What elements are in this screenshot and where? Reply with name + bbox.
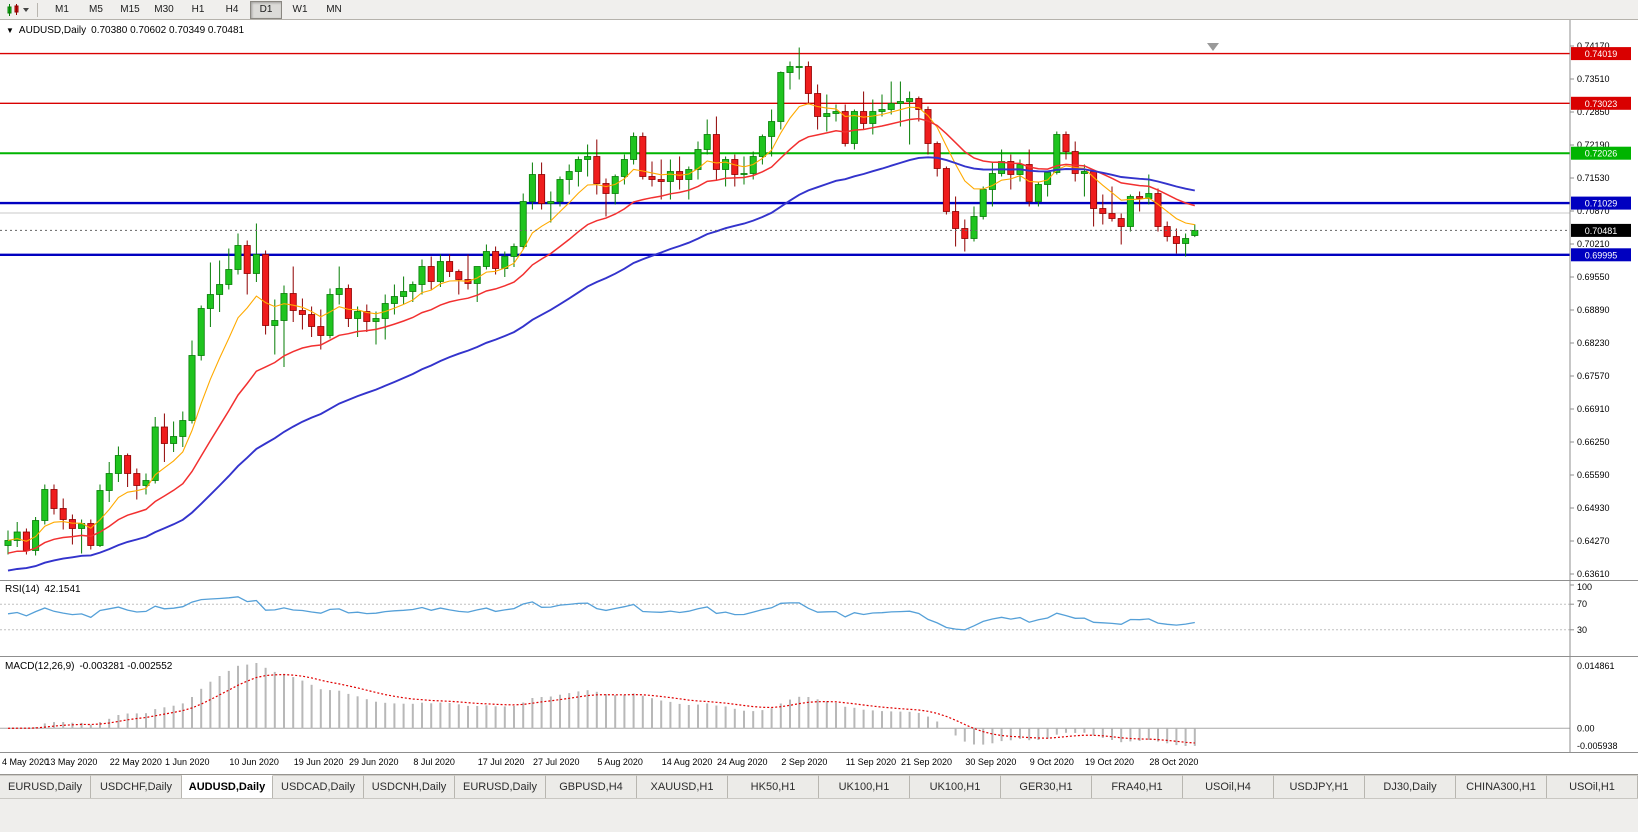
date-axis-label: 9 Oct 2020 [1029,757,1074,767]
macd-indicator-values: -0.003281 -0.002552 [79,661,173,672]
date-axis-label: 1 Jun 2020 [165,757,210,767]
svg-text:0.70210: 0.70210 [1577,239,1610,249]
rsi-indicator-name: RSI(14) [5,584,40,595]
candlestick-chart-icon [7,3,19,16]
chart-tab-china300-h1[interactable]: CHINA300,H1 [1456,775,1547,798]
toolbar: M1 M5 M15 M30 H1 H4 D1 W1 MN [0,0,1638,20]
chart-tab-uk100-h1[interactable]: UK100,H1 [910,775,1001,798]
chart-tab-eurusd-daily[interactable]: EURUSD,Daily [455,775,546,798]
svg-text:0.65590: 0.65590 [1577,470,1610,480]
timeframe-button-h1[interactable]: H1 [191,3,205,15]
date-axis-label: 5 Aug 2020 [597,757,643,767]
date-axis-label: 24 Aug 2020 [717,757,768,767]
date-axis-label: 10 Jun 2020 [229,757,279,767]
svg-text:0.74170: 0.74170 [1577,41,1610,51]
timeframe-buttons: M1 M5 M15 M30 H1 H4 D1 W1 MN [43,0,353,19]
svg-text:0.66910: 0.66910 [1577,404,1610,414]
svg-text:0.73510: 0.73510 [1577,74,1610,84]
svg-text:0.71530: 0.71530 [1577,173,1610,183]
date-axis-label: 22 May 2020 [109,757,162,767]
chart-type-button[interactable] [4,3,32,16]
svg-text:0.69550: 0.69550 [1577,272,1610,282]
chart-tab-dj30-daily[interactable]: DJ30,Daily [1365,775,1456,798]
timeframe-button-m1[interactable]: M1 [55,3,69,15]
main-price-chart[interactable]: 0.74170 0.73510 0.72850 0.72190 0.71530 0.708… [0,20,1638,580]
svg-text:0.68890: 0.68890 [1577,305,1610,315]
svg-text:0.72850: 0.72850 [1577,107,1610,117]
timeframe-button-d1[interactable]: D1 [250,0,282,19]
date-axis-label: 4 May 2020 [2,757,50,767]
status-strip [0,798,1638,832]
date-axis-label: 13 May 2020 [45,757,98,767]
chart-tab-usdcnh-daily[interactable]: USDCNH,Daily [364,775,455,798]
chart-tab-ger30-h1[interactable]: GER30,H1 [1001,775,1092,798]
chart-tab-fra40-h1[interactable]: FRA40,H1 [1092,775,1183,798]
svg-text:30: 30 [1577,625,1587,635]
svg-text:0.70481: 0.70481 [1585,226,1618,236]
chart-tab-uk100-h1[interactable]: UK100,H1 [819,775,910,798]
symbol-dropdown-icon[interactable]: ▼ [6,25,14,35]
chart-symbol-label: AUDUSD,Daily [18,25,87,36]
date-axis-label: 8 Jul 2020 [413,757,455,767]
date-axis-label: 29 Jun 2020 [349,757,399,767]
svg-text:0.72026: 0.72026 [1585,149,1618,159]
svg-text:0.66250: 0.66250 [1577,437,1610,447]
rsi-indicator-panel[interactable]: 100 70 30 [0,580,1638,656]
time-axis[interactable]: 4 May 2020 13 May 2020 22 May 2020 1 Jun 20… [0,752,1638,774]
toolbar-separator [37,2,38,17]
date-axis-label: 14 Aug 2020 [661,757,713,767]
svg-text:100: 100 [1577,582,1592,592]
chart-ohlc-values: 0.70380 0.70602 0.70349 0.70481 [91,25,245,36]
svg-text:0.63610: 0.63610 [1577,569,1610,579]
date-axis-label: 19 Oct 2020 [1085,757,1135,767]
chart-tab-xauusd-h1[interactable]: XAUUSD,H1 [637,775,728,798]
svg-text:0.72190: 0.72190 [1577,140,1610,150]
date-axis-label: 2 Sep 2020 [781,757,828,767]
date-axis-label: 19 Jun 2020 [293,757,344,767]
chart-tab-usdjpy-h1[interactable]: USDJPY,H1 [1274,775,1365,798]
timeframe-button-w1[interactable]: W1 [292,3,308,15]
timeframe-button-m15[interactable]: M15 [120,3,140,15]
macd-indicator-panel[interactable]: 0.014861 0.00 -0.005938 [0,656,1638,752]
svg-text:0.00: 0.00 [1577,723,1595,733]
rsi-indicator-value: 42.1541 [44,584,81,595]
timeframe-button-m30[interactable]: M30 [154,3,174,15]
chart-tab-gbpusd-h4[interactable]: GBPUSD,H4 [546,775,637,798]
date-axis-label: 28 Oct 2020 [1149,757,1199,767]
chart-tab-bar: EURUSD,Daily USDCHF,Daily AUDUSD,Daily USDC… [0,774,1638,798]
macd-panel-title: MACD(12,26,9) -0.003281 -0.002552 [5,661,172,672]
date-axis-label: 21 Sep 2020 [901,757,953,767]
svg-text:0.64270: 0.64270 [1577,536,1610,546]
svg-text:0.69995: 0.69995 [1585,250,1618,260]
rsi-panel-title: RSI(14) 42.1541 [5,584,81,595]
svg-text:0.74019: 0.74019 [1585,49,1618,59]
svg-text:70: 70 [1577,599,1587,609]
svg-text:0.68230: 0.68230 [1577,338,1610,348]
timeframe-button-mn[interactable]: MN [326,3,342,15]
macd-indicator-name: MACD(12,26,9) [5,661,75,672]
svg-text:0.64930: 0.64930 [1577,503,1610,513]
date-axis-label: 30 Sep 2020 [965,757,1017,767]
chart-tab-usoil-h4[interactable]: USOil,H4 [1183,775,1274,798]
chart-title: ▼ AUDUSD,Daily 0.70380 0.70602 0.70349 0… [6,25,244,36]
timeframe-button-m5[interactable]: M5 [89,3,103,15]
date-axis-label: 27 Jul 2020 [533,757,580,767]
dropdown-caret-icon [23,7,29,12]
svg-text:0.014861: 0.014861 [1577,661,1615,671]
svg-text:0.73023: 0.73023 [1585,99,1618,109]
chart-tab-audusd-daily[interactable]: AUDUSD,Daily [182,775,273,798]
chart-tab-usoil-h1[interactable]: USOil,H1 [1547,775,1638,798]
svg-text:0.67570: 0.67570 [1577,371,1610,381]
svg-text:0.71029: 0.71029 [1585,199,1618,209]
timeframe-button-h4[interactable]: H4 [225,3,239,15]
chart-tab-usdcad-daily[interactable]: USDCAD,Daily [273,775,364,798]
svg-text:-0.005938: -0.005938 [1577,741,1618,751]
chart-tab-hk50-h1[interactable]: HK50,H1 [728,775,819,798]
date-axis-label: 17 Jul 2020 [477,757,525,767]
chart-tab-usdchf-daily[interactable]: USDCHF,Daily [91,775,182,798]
svg-text:0.70870: 0.70870 [1577,206,1610,216]
chart-tab-eurusd-daily[interactable]: EURUSD,Daily [0,775,91,798]
date-axis-label: 11 Sep 2020 [845,757,897,767]
